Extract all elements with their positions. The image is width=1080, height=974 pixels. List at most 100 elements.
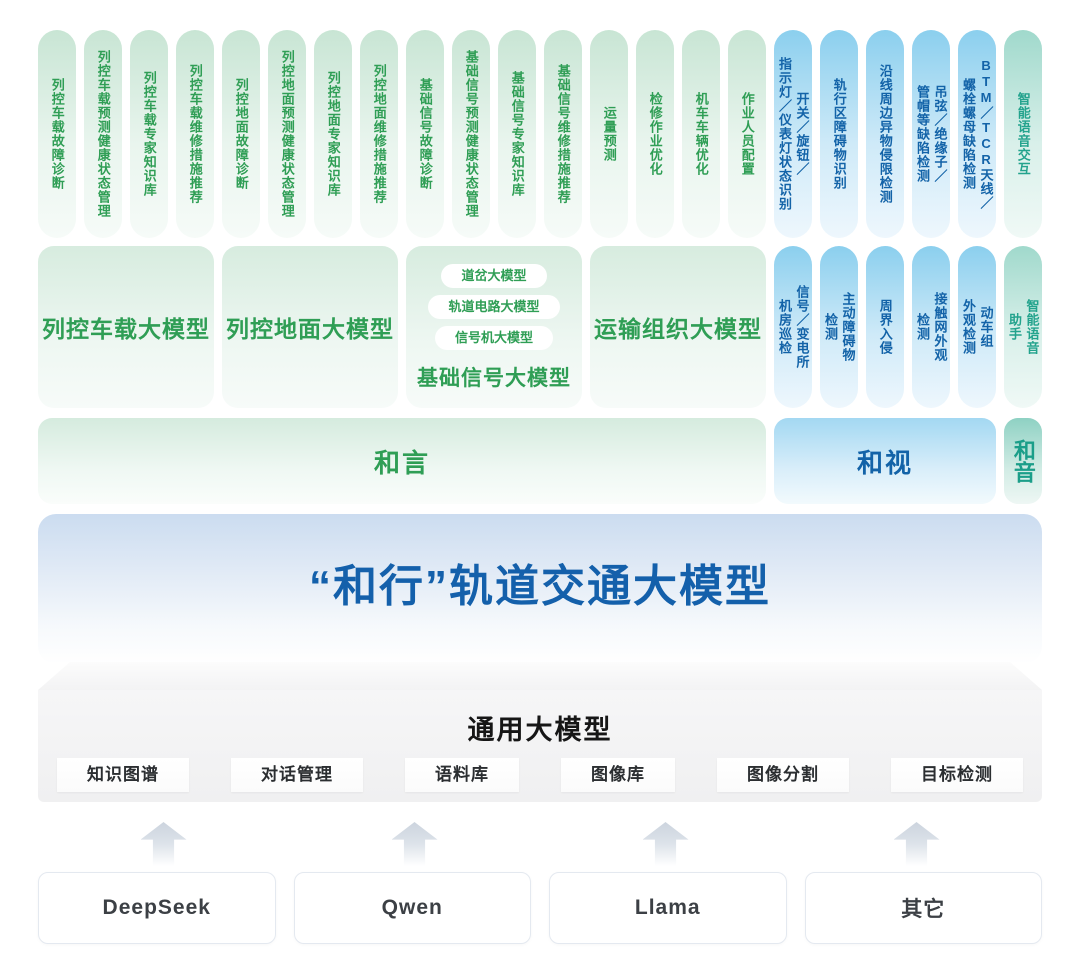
capability-pill-label: 列控地面专家知识库: [325, 71, 341, 197]
capability-pill-label: 列控车载专家知识库: [141, 71, 157, 197]
capability-pill: 列控地面预测健康状态管理: [268, 30, 306, 238]
foundation-model-label: 其它: [901, 898, 946, 921]
capability-pill-label: 基础信号预测健康状态管理: [463, 50, 479, 218]
general-model-platform: 通用大模型 知识图谱 对话管理 语料库 图像库 图像分割 目标检测: [38, 690, 1042, 802]
model-group-label: 运输组织大模型: [594, 316, 762, 342]
sub-model-pills: 道岔大模型 轨道电路大模型 信号机大模型: [428, 264, 560, 350]
scene-pill: 接触网外观 检测: [912, 246, 950, 408]
capability-pill: 吊弦／绝缘子／ 管帽等缺陷检测: [912, 30, 950, 238]
core-model-title: “和行”轨道交通大模型: [309, 562, 771, 611]
band-heshi: 和视: [774, 418, 996, 504]
capability-pills-row: 列控车载故障诊断 列控车载预测健康状态管理 列控车载专家知识库 列控车载维修措施…: [38, 30, 1042, 238]
capability-pill-label: 作业人员配置: [739, 92, 755, 176]
foundation-model-qwen: Qwen: [293, 872, 531, 944]
capability-chip: 图像库: [561, 758, 675, 792]
model-group-box: 运输组织大模型: [590, 246, 766, 408]
capability-pill: BTM／TCR天线／ 螺栓螺母缺陷检测: [958, 30, 996, 238]
scene-pill-label: 信号／变电所 机房巡检: [777, 285, 810, 369]
band-label: 和音: [1010, 439, 1036, 483]
capability-chip: 知识图谱: [57, 758, 189, 792]
capability-pill-label: 机车车辆优化: [693, 92, 709, 176]
model-group-box: 道岔大模型 轨道电路大模型 信号机大模型 基础信号大模型: [406, 246, 582, 408]
foundation-model-label: DeepSeek: [102, 896, 211, 919]
foundation-models-row: DeepSeek Qwen Llama 其它: [38, 872, 1042, 944]
capability-pill: 机车车辆优化: [682, 30, 720, 238]
scene-pill-label: 接触网外观 检测: [915, 292, 948, 362]
capability-pill: 运量预测: [590, 30, 628, 238]
capability-pill: 基础信号专家知识库: [498, 30, 536, 238]
capability-pill-label: 运量预测: [601, 106, 617, 162]
model-groups-row: 列控车载大模型 列控地面大模型 道岔大模型 轨道电路大模型 信号机大模型 基础信…: [38, 246, 1042, 408]
capability-pill-label: 指示灯／仪表灯状态识别 开关／旋钮／: [777, 57, 810, 211]
sub-model-pill: 轨道电路大模型: [428, 295, 560, 319]
capability-chip: 对话管理: [231, 758, 363, 792]
capability-chip: 图像分割: [717, 758, 849, 792]
capability-pill-label: BTM／TCR天线／ 螺栓螺母缺陷检测: [961, 58, 994, 210]
band-heyan: 和言: [38, 418, 766, 504]
capability-pill-label: 列控地面维修措施推荐: [371, 64, 387, 204]
capability-pill-label: 列控地面预测健康状态管理: [279, 50, 295, 218]
capability-pill: 基础信号预测健康状态管理: [452, 30, 490, 238]
capability-pill: 智能语音交互: [1004, 30, 1042, 238]
scene-pill: 主动障碍物 检测: [820, 246, 858, 408]
capability-pill-label: 基础信号专家知识库: [509, 71, 525, 197]
capability-pill: 列控地面专家知识库: [314, 30, 352, 238]
capability-pill: 列控地面故障诊断: [222, 30, 260, 238]
capability-pill: 列控车载故障诊断: [38, 30, 76, 238]
core-model-box: “和行”轨道交通大模型: [38, 514, 1042, 664]
capability-pill: 列控地面维修措施推荐: [360, 30, 398, 238]
capability-pill: 轨行区障碍物识别: [820, 30, 858, 238]
capability-pill: 列控车载维修措施推荐: [176, 30, 214, 238]
capability-pill: 列控车载专家知识库: [130, 30, 168, 238]
scene-pill: 信号／变电所 机房巡检: [774, 246, 812, 408]
sub-model-pill: 信号机大模型: [434, 326, 553, 350]
capability-pill-label: 检修作业优化: [647, 92, 663, 176]
scene-pill: 周界入侵: [866, 246, 904, 408]
scene-pill-label: 主动障碍物 检测: [823, 292, 856, 362]
capability-pill: 基础信号维修措施推荐: [544, 30, 582, 238]
foundation-model-llama: Llama: [549, 872, 787, 944]
foundation-model-label: Qwen: [381, 896, 443, 919]
capability-pill-label: 基础信号故障诊断: [417, 78, 433, 190]
band-heyin: 和音: [1004, 418, 1042, 504]
up-arrow-icon: [642, 822, 689, 866]
model-group-label: 基础信号大模型: [417, 367, 571, 390]
arrows-row: [38, 822, 1042, 868]
platform-title: 通用大模型: [467, 715, 613, 745]
scene-pill-label: 周界入侵: [877, 299, 893, 355]
model-group-box: 列控车载大模型: [38, 246, 214, 408]
capability-pill: 检修作业优化: [636, 30, 674, 238]
up-arrow-icon: [893, 822, 940, 866]
capability-chip: 目标检测: [891, 758, 1023, 792]
sub-model-pill: 道岔大模型: [441, 264, 547, 288]
capability-pill-label: 列控车载故障诊断: [49, 78, 65, 190]
capability-pill-label: 列控地面故障诊断: [233, 78, 249, 190]
capability-chips-row: 知识图谱 对话管理 语料库 图像库 图像分割 目标检测: [57, 758, 1023, 792]
capability-pill: 列控车载预测健康状态管理: [84, 30, 122, 238]
capability-pill-label: 轨行区障碍物识别: [831, 78, 847, 190]
capability-chip: 语料库: [405, 758, 519, 792]
scene-pill: 动车组 外观检测: [958, 246, 996, 408]
capability-pill: 沿线周边异物侵限检测: [866, 30, 904, 238]
capability-pill-label: 列控车载预测健康状态管理: [95, 50, 111, 218]
capability-pill-label: 沿线周边异物侵限检测: [877, 64, 893, 204]
model-group-label: 列控车载大模型: [42, 316, 210, 342]
capability-pill-label: 智能语音交互: [1015, 92, 1031, 176]
foundation-model-label: Llama: [634, 896, 701, 919]
band-label: 和言: [373, 447, 430, 478]
capability-pill-label: 吊弦／绝缘子／ 管帽等缺陷检测: [915, 85, 948, 183]
scene-pill-label: 动车组 外观检测: [961, 299, 994, 355]
foundation-model-other: 其它: [804, 872, 1042, 944]
capability-pill-label: 基础信号维修措施推荐: [555, 64, 571, 204]
band-label: 和视: [856, 447, 913, 478]
up-arrow-icon: [140, 822, 187, 866]
capability-pill: 作业人员配置: [728, 30, 766, 238]
platform-top-face: [38, 662, 1042, 690]
foundation-model-deepseek: DeepSeek: [38, 872, 276, 944]
capability-pill-label: 列控车载维修措施推荐: [187, 64, 203, 204]
scene-pill: 智能语音 助手: [1004, 246, 1042, 408]
model-group-label: 列控地面大模型: [226, 316, 394, 342]
bands-row: 和言 和视 和音: [38, 418, 1042, 504]
scene-pill-label: 智能语音 助手: [1007, 299, 1040, 355]
